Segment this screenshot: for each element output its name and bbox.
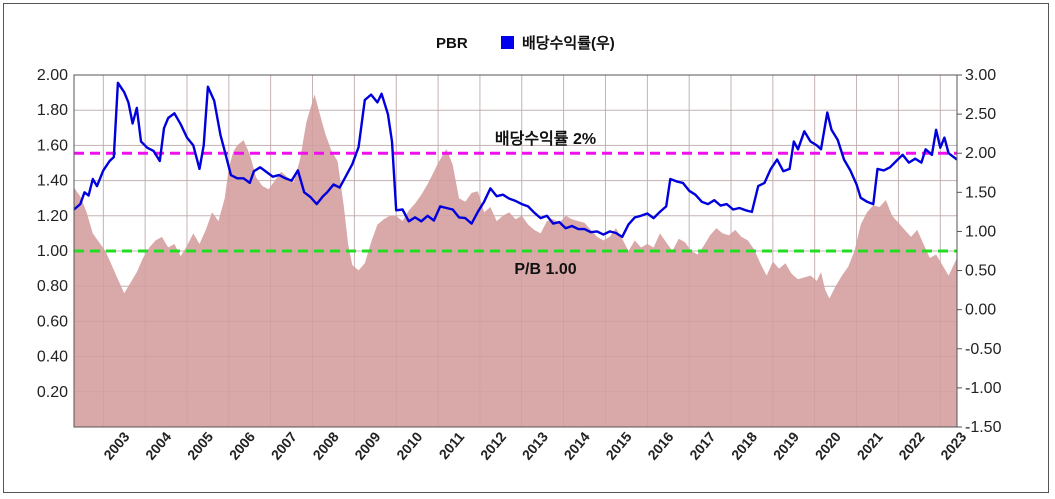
x-year-label: 2008	[309, 428, 341, 462]
y-right-tick-label: 1.00	[965, 223, 996, 240]
y-right-tick-label: -0.50	[965, 341, 1002, 358]
x-year-label: 2010	[393, 428, 425, 462]
y-left-tick-label: 0.80	[37, 278, 68, 295]
x-year-label: 2011	[436, 428, 468, 462]
y-left-tick-label: 1.20	[37, 208, 68, 225]
y-left-tick-label: 2.00	[37, 67, 68, 84]
x-year-label: 2003	[100, 428, 132, 462]
y-right-tick-label: 0.50	[965, 263, 996, 280]
y-left-tick-label: 0.20	[37, 384, 68, 401]
x-year-label: 2021	[854, 428, 886, 462]
x-year-label: 2006	[226, 428, 258, 462]
legend-swatch-dividend	[501, 36, 514, 49]
y-left-tick-label: 0.60	[37, 313, 68, 330]
threshold-label: P/B 1.00	[514, 261, 576, 278]
x-year-label: 2009	[351, 428, 383, 462]
x-year-label: 2013	[519, 428, 551, 462]
chart-frame: 0.20 0.40 0.60 0.80 1.00 1.20 1.40 1.60 1.80 2.00…	[3, 3, 1049, 493]
y-right-tick-label: 2.50	[965, 106, 996, 123]
plot-frame	[73, 74, 958, 428]
dividend-yield-series	[73, 81, 958, 239]
threshold-label: 배당수익률 2%	[495, 129, 596, 148]
x-year-label: 2020	[812, 428, 844, 462]
y-right-tick-label: 3.00	[965, 67, 996, 84]
x-year-label: 2005	[184, 428, 216, 462]
x-year-label: 2018	[728, 428, 760, 462]
x-year-label: 2014	[561, 428, 593, 462]
pbr-area-series	[74, 94, 957, 428]
x-year-label: 2019	[770, 428, 802, 462]
y-right-tick-label: 0.00	[965, 302, 996, 319]
y-right-tick-label: -1.50	[965, 419, 1002, 436]
x-year-label: 2004	[142, 428, 174, 462]
x-year-label: 2022	[895, 428, 927, 462]
legend-label-dividend: 배당수익률(우)	[522, 34, 615, 52]
x-year-label: 2016	[644, 428, 676, 462]
x-year-label: 2017	[686, 428, 718, 462]
x-year-label: 2007	[268, 428, 300, 462]
chart-svg: 0.20 0.40 0.60 0.80 1.00 1.20 1.40 1.60 1.80 2.00…	[37, 34, 1002, 463]
x-year-label: 2012	[477, 428, 509, 462]
x-year-label: 2015	[602, 428, 634, 462]
y-left-tick-label: 1.60	[37, 137, 68, 154]
y-right-tick-label: 2.00	[965, 145, 996, 162]
y-right-tick-label: 1.50	[965, 184, 996, 201]
y-left-tick-label: 1.80	[37, 102, 68, 119]
legend-label-pbr: PBR	[436, 35, 468, 52]
y-left-tick-label: 1.40	[37, 173, 68, 190]
y-left-tick-label: 1.00	[37, 243, 68, 260]
y-right-tick-label: -1.00	[965, 380, 1002, 397]
y-left-tick-label: 0.40	[37, 349, 68, 366]
